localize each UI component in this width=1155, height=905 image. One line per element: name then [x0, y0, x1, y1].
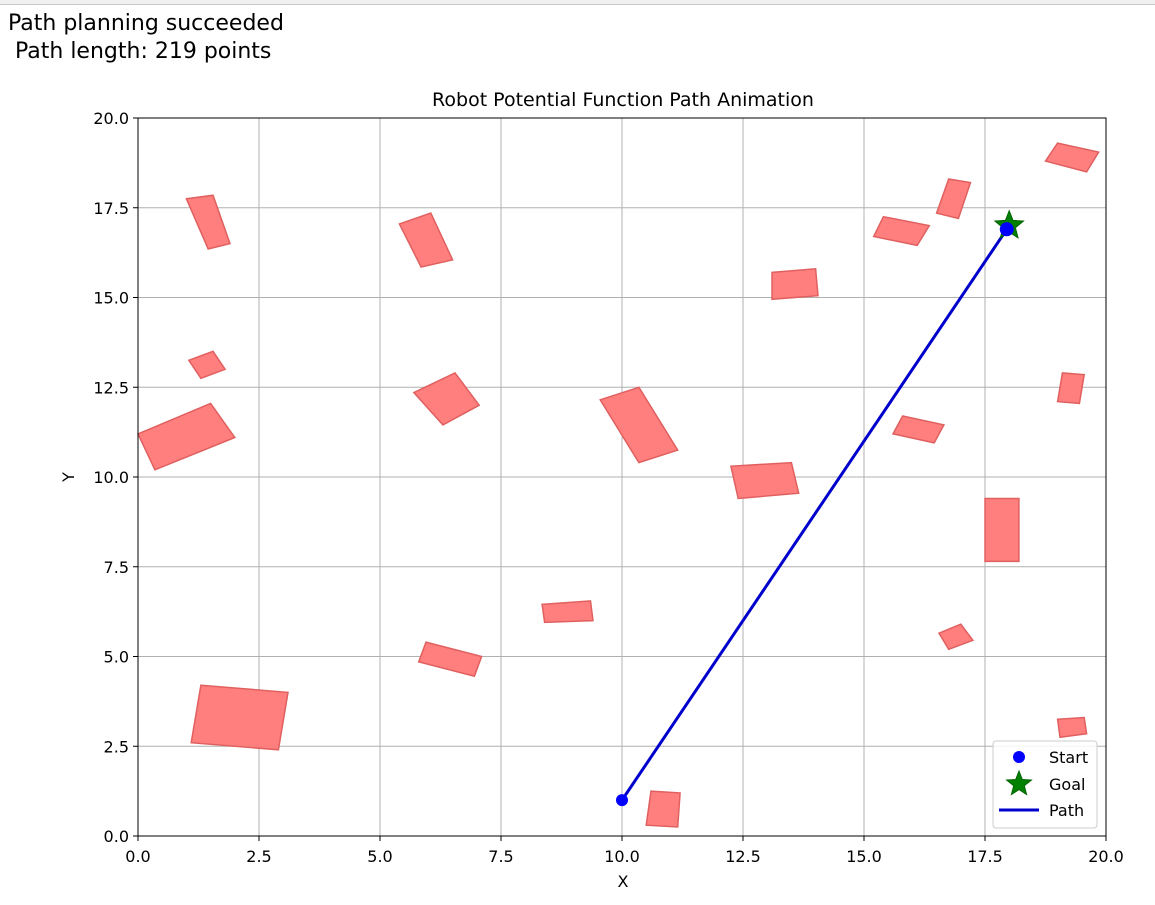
obstacle: [185, 194, 231, 250]
legend-goal-marker: [1005, 769, 1033, 796]
obstacle: [729, 461, 800, 500]
x-tick-label: 12.5: [725, 847, 761, 866]
obstacle: [187, 350, 227, 380]
tick-group: 0.0 2.5 5.0 7.5 10.0 12.5 15.0 17.5 20.0 0.0 2.5 5.…: [93, 109, 1123, 866]
legend-start-marker: [1013, 751, 1025, 763]
obstacle-group: [136, 142, 1100, 828]
x-tick-label: 17.5: [967, 847, 1003, 866]
obstacle: [417, 641, 483, 678]
obstacle: [891, 415, 946, 444]
obstacle: [872, 215, 931, 247]
obstacle: [937, 623, 975, 651]
x-tick-label: 7.5: [488, 847, 513, 866]
window-top-border: [0, 0, 1155, 5]
status-line-2: Path length: 219 points: [8, 39, 272, 64]
y-tick-label: 10.0: [93, 468, 129, 487]
obstacle: [541, 600, 594, 624]
legend-label: Path: [1049, 801, 1084, 820]
y-tick-label: 20.0: [93, 109, 129, 128]
legend-label: Goal: [1049, 775, 1085, 794]
y-tick-label: 17.5: [93, 199, 129, 218]
obstacle: [412, 371, 481, 426]
y-tick-label: 15.0: [93, 289, 129, 308]
grid: [137, 117, 1107, 837]
path-line: [620, 228, 1009, 801]
y-tick-label: 12.5: [93, 378, 129, 397]
x-tick-label: 20.0: [1088, 847, 1124, 866]
status-message: Path planning succeeded Path length: 219…: [8, 10, 284, 66]
legend: Start Goal Path: [992, 740, 1098, 829]
x-axis-label: X: [618, 872, 629, 891]
x-tick-label: 0.0: [125, 847, 150, 866]
path-group: [616, 209, 1025, 807]
x-tick-label: 2.5: [246, 847, 271, 866]
x-tick-label: 15.0: [846, 847, 882, 866]
y-tick-label: 7.5: [104, 558, 129, 577]
start-marker: [616, 794, 628, 807]
obstacle: [1056, 372, 1086, 405]
obstacle: [1044, 142, 1100, 173]
obstacle: [1056, 716, 1088, 739]
obstacle: [136, 402, 236, 471]
legend-label: Start: [1049, 748, 1088, 767]
obstacle: [398, 212, 454, 268]
y-tick-label: 2.5: [104, 737, 129, 756]
status-line-1: Path planning succeeded: [8, 11, 284, 36]
obstacle: [771, 267, 819, 301]
x-tick-label: 10.0: [604, 847, 640, 866]
y-tick-label: 5.0: [104, 648, 129, 667]
obstacle: [984, 497, 1020, 563]
y-tick-label: 0.0: [104, 827, 129, 846]
y-axis-label: Y: [59, 472, 78, 483]
obstacle: [190, 684, 289, 751]
obstacle: [645, 790, 681, 828]
current-position-marker: [999, 222, 1014, 237]
obstacle: [935, 178, 972, 220]
x-tick-label: 5.0: [367, 847, 392, 866]
chart-title: Robot Potential Function Path Animation: [432, 89, 814, 111]
obstacle: [599, 386, 679, 464]
